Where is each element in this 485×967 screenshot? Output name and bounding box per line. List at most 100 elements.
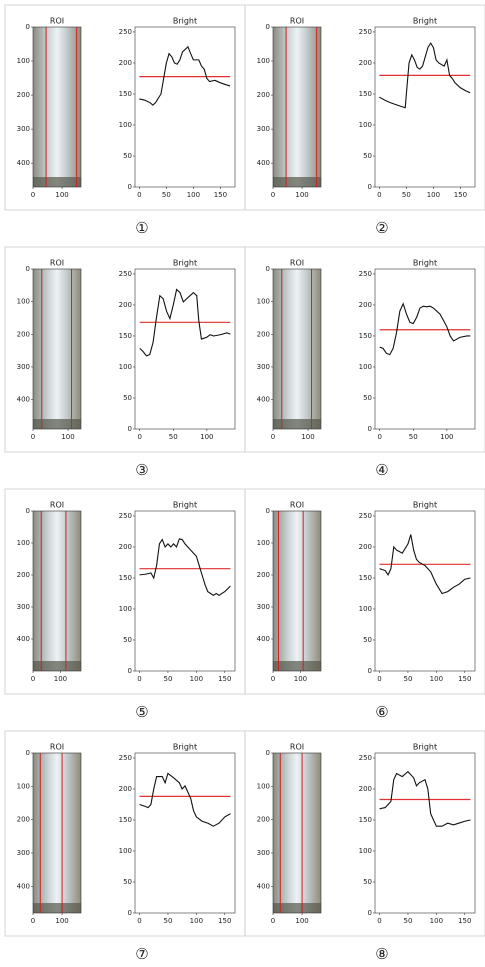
- y-tick-label: 100: [119, 121, 132, 129]
- y-tick-label: 0: [26, 23, 30, 31]
- y-tick-label: 200: [119, 543, 132, 551]
- x-tick-label: 50: [402, 191, 411, 199]
- x-tick-label: 50: [162, 191, 171, 199]
- x-tick-label: 0: [137, 433, 141, 441]
- y-tick-label: 300: [17, 363, 30, 371]
- roi-image-bottom: [33, 177, 81, 187]
- panel-frame: [244, 488, 485, 695]
- roi-title: ROI: [50, 17, 64, 26]
- panel-label: ⑤: [135, 703, 148, 721]
- x-tick-label: 0: [271, 191, 275, 199]
- chart-title: Bright: [413, 17, 437, 26]
- brightness-line: [379, 42, 471, 109]
- x-tick-label: 150: [218, 675, 231, 683]
- roi-image-bottom: [33, 419, 81, 429]
- roi-frame: [272, 510, 322, 672]
- y-tick-label: 0: [266, 23, 270, 31]
- chart-title: Bright: [173, 17, 197, 26]
- y-tick-label: 0: [26, 507, 30, 515]
- y-tick-label: 50: [123, 152, 132, 160]
- y-tick-label: 150: [119, 816, 132, 824]
- x-tick-label: 100: [187, 191, 200, 199]
- x-tick-label: 100: [295, 191, 308, 199]
- y-tick-label: 300: [17, 125, 30, 133]
- roi-title: ROI: [50, 743, 64, 752]
- y-tick-label: 400: [257, 396, 270, 404]
- y-tick-label: 200: [17, 816, 30, 824]
- y-tick-label: 50: [363, 394, 372, 402]
- roi-image-bottom: [273, 661, 321, 671]
- y-tick-label: 250: [119, 754, 132, 762]
- plot-frame: [134, 26, 236, 188]
- y-tick-label: 400: [17, 159, 30, 167]
- y-tick-label: 400: [17, 396, 30, 404]
- roi-image: [273, 511, 321, 671]
- y-tick-label: 0: [26, 749, 30, 757]
- y-tick-label: 0: [128, 909, 132, 917]
- roi-frame: [32, 26, 82, 188]
- x-tick-label: 0: [31, 433, 35, 441]
- x-tick-label: 0: [377, 917, 381, 925]
- roi-image-bottom: [273, 419, 321, 429]
- x-tick-label: 100: [200, 433, 213, 441]
- y-tick-label: 250: [359, 754, 372, 762]
- y-tick-label: 50: [123, 636, 132, 644]
- roi-image: [33, 753, 81, 913]
- x-tick-label: 100: [430, 917, 443, 925]
- roi-frame: [32, 268, 82, 430]
- x-tick-label: 0: [377, 191, 381, 199]
- roi-image: [33, 511, 81, 671]
- chart-title: Bright: [413, 501, 437, 510]
- brightness-line: [139, 538, 231, 596]
- plot-frame: [374, 26, 476, 188]
- roi-frame: [272, 752, 322, 914]
- y-tick-label: 200: [17, 571, 30, 579]
- y-tick-label: 250: [359, 512, 372, 520]
- y-tick-label: 250: [359, 270, 372, 278]
- y-tick-label: 0: [368, 425, 372, 433]
- y-tick-label: 400: [257, 159, 270, 167]
- y-tick-label: 0: [266, 749, 270, 757]
- brightness-line: [379, 534, 471, 595]
- x-tick-label: 100: [61, 433, 74, 441]
- panel-frame: [244, 730, 485, 937]
- x-tick-label: 0: [137, 917, 141, 925]
- y-tick-label: 0: [128, 425, 132, 433]
- y-tick-label: 150: [119, 574, 132, 582]
- x-tick-label: 0: [271, 675, 275, 683]
- y-tick-label: 100: [359, 121, 372, 129]
- x-tick-label: 150: [454, 191, 467, 199]
- roi-title: ROI: [290, 259, 304, 268]
- y-tick-label: 50: [123, 878, 132, 886]
- y-tick-label: 200: [359, 301, 372, 309]
- roi-frame: [32, 752, 82, 914]
- y-tick-label: 100: [17, 782, 30, 790]
- y-tick-label: 250: [119, 28, 132, 36]
- y-tick-label: 0: [368, 667, 372, 675]
- y-tick-label: 100: [17, 298, 30, 306]
- y-tick-label: 200: [257, 816, 270, 824]
- y-tick-label: 300: [17, 603, 30, 611]
- y-tick-label: 0: [128, 667, 132, 675]
- y-tick-label: 100: [359, 847, 372, 855]
- x-tick-label: 0: [271, 917, 275, 925]
- roi-frame: [32, 510, 82, 672]
- y-tick-label: 300: [257, 849, 270, 857]
- plot-frame: [374, 752, 476, 914]
- y-tick-label: 100: [257, 298, 270, 306]
- chart-title: Bright: [173, 259, 197, 268]
- y-tick-label: 200: [119, 785, 132, 793]
- roi-frame: [272, 268, 322, 430]
- x-tick-label: 0: [137, 191, 141, 199]
- panel-label: ①: [135, 219, 148, 237]
- x-tick-label: 0: [377, 433, 381, 441]
- x-tick-label: 100: [55, 191, 68, 199]
- y-tick-label: 100: [359, 363, 372, 371]
- roi-image-bottom: [33, 903, 81, 913]
- y-tick-label: 100: [119, 605, 132, 613]
- roi-image: [33, 27, 81, 187]
- y-tick-label: 150: [359, 90, 372, 98]
- y-tick-label: 200: [257, 330, 270, 338]
- panel-label: ⑥: [375, 703, 388, 721]
- y-tick-label: 400: [257, 635, 270, 643]
